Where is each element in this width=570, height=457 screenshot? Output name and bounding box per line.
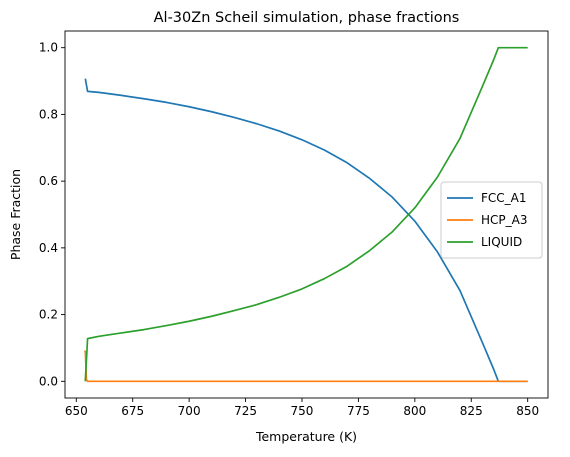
y-tick-label: 0.0 [39,374,58,388]
x-tick-label: 850 [516,404,539,418]
legend: FCC_A1 HCP_A3 LIQUID [440,181,543,259]
chart-title: Al-30Zn Scheil simulation, phase fractio… [154,10,460,26]
series-group [84,46,528,383]
legend-box [440,181,543,259]
x-tick-label: 675 [121,404,144,418]
y-tick-label: 0.8 [39,107,58,121]
plot-frame [64,30,549,399]
x-tick-label: 750 [291,404,314,418]
x-tick-label: 775 [347,404,370,418]
series-line-fcc-a1 [84,78,528,383]
y-tick-label: 1.0 [39,41,58,55]
y-tick-label: 0.4 [39,241,58,255]
series-line-liquid [84,46,528,382]
x-tick-label: 700 [178,404,201,418]
x-tick-label: 725 [234,404,257,418]
series-line-hcp-a3 [84,350,528,383]
y-tick-label: 0.2 [39,308,58,322]
y-tick-label: 0.6 [39,174,58,188]
legend-label: HCP_A3 [481,213,527,227]
legend-label: FCC_A1 [481,191,527,205]
y-axis-label: Phase Fraction [8,169,23,260]
legend-label: LIQUID [481,235,522,249]
x-tick-label: 800 [403,404,426,418]
x-axis-label: Temperature (K) [255,429,357,444]
plot-layer: 650 675 700 725 750 775 800 825 850 0.0 0.2 0.4 0.6 0… [39,30,549,418]
x-tick-label: 825 [460,404,483,418]
x-tick-label: 650 [65,404,88,418]
